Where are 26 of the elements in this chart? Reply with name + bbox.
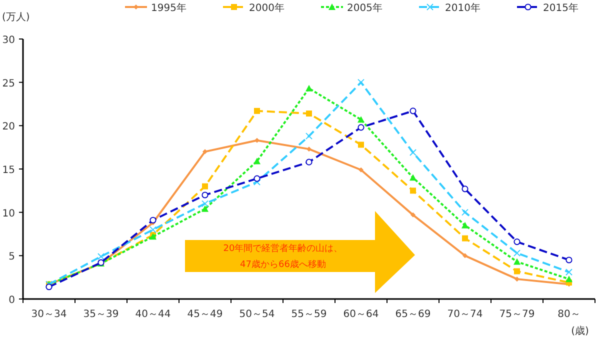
y-tick-label: 30 xyxy=(2,35,15,46)
x-tick-label: 40～44 xyxy=(135,309,171,320)
x-tick-label: 80～ xyxy=(558,309,580,320)
x-tick-label: 70～74 xyxy=(447,309,483,320)
legend-label: 2000年 xyxy=(249,2,284,14)
x-tick-label: 30～34 xyxy=(31,309,67,320)
y-tick-label: 10 xyxy=(2,208,15,220)
x-tick-label: 45～49 xyxy=(187,309,223,320)
legend-label: 1995年 xyxy=(151,2,186,14)
x-tick-label: 75～79 xyxy=(499,309,535,320)
y-tick-label: 15 xyxy=(2,165,15,176)
x-tick-label: 60～64 xyxy=(343,309,379,320)
x-tick-label: 65～69 xyxy=(395,309,431,320)
legend-label: 2010年 xyxy=(445,2,480,14)
legend-label: 2005年 xyxy=(347,2,382,14)
x-tick-label: 50～54 xyxy=(239,309,275,320)
y-axis-title: (万人) xyxy=(2,12,30,23)
annotation: 20年間で経営者年齢の山は、 47歳から66歳へ移動 xyxy=(223,243,343,270)
x-tick-label: 35～39 xyxy=(83,309,119,320)
y-tick-label: 25 xyxy=(2,78,15,90)
x-tick-label: 55～59 xyxy=(291,309,327,320)
x-axis-title: (歳) xyxy=(571,325,589,337)
y-tick-label: 5 xyxy=(8,252,15,263)
legend-label: 2015年 xyxy=(543,2,578,14)
y-tick-label: 0 xyxy=(8,295,15,306)
y-tick-label: 20 xyxy=(2,122,15,133)
